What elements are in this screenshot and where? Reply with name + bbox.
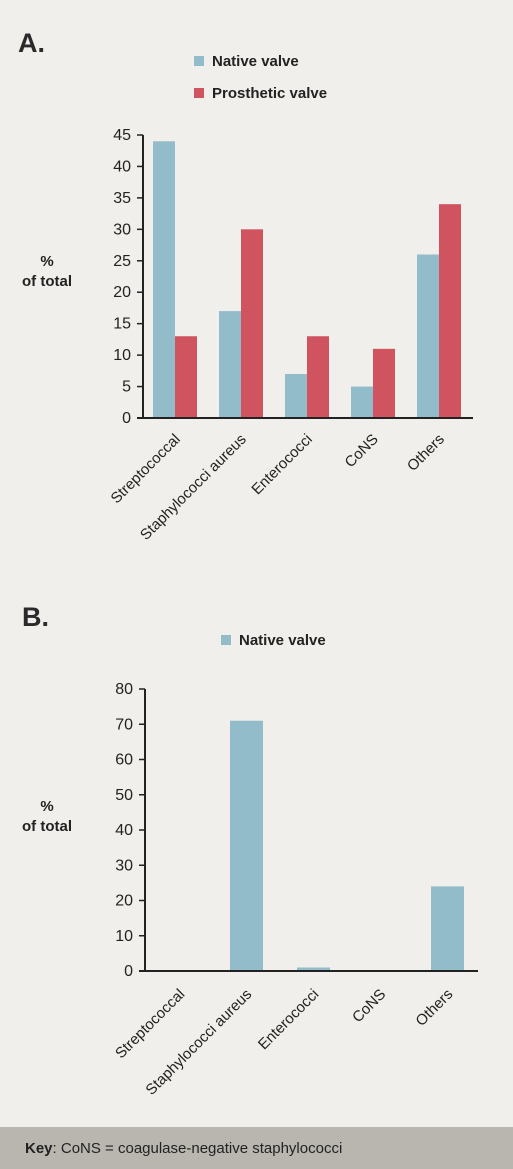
y-axis-label-b-line1: % — [40, 798, 54, 815]
y-tick-label: 60 — [115, 752, 133, 769]
legend-swatch-prosthetic — [194, 88, 204, 98]
legend-swatch-native — [194, 56, 204, 66]
y-axis-label-a-line1: % — [40, 253, 54, 270]
legend-label-native-b: Native valve — [239, 631, 326, 649]
bar-staphylococci-aureus-native — [219, 311, 241, 418]
legend-a: Native valve Prosthetic valve — [194, 52, 327, 116]
x-tick-label: CoNS — [349, 986, 389, 1026]
bar-cons-prosthetic — [373, 348, 395, 418]
x-tick-label: Streptococcal — [112, 986, 188, 1062]
key-text: : CoNS = coagulase-negative staphylococc… — [52, 1139, 343, 1157]
y-tick-label: 40 — [113, 158, 131, 175]
y-tick-label: 80 — [115, 681, 133, 698]
bar-cons-native — [351, 386, 373, 418]
y-axis-label-a-line2: of total — [22, 273, 72, 290]
x-tick-label: Enterococci — [248, 431, 315, 498]
key-label: Key — [25, 1139, 53, 1157]
legend-swatch-native-b — [221, 635, 231, 645]
y-tick-label: 40 — [115, 822, 133, 839]
x-tick-label: Others — [412, 986, 456, 1030]
chart-panel-b: B. Native valve % of total 0 10 20 30 40 50 60… — [0, 590, 513, 1110]
y-tick-label: 10 — [113, 347, 131, 364]
bar-streptococcal-native — [153, 141, 175, 419]
bar-streptococcal-prosthetic — [175, 336, 197, 418]
legend-b: Native valve — [221, 631, 326, 663]
bar-enterococci-prosthetic — [307, 336, 329, 418]
y-tick-label: 30 — [115, 857, 133, 874]
panel-label-b: B. — [22, 602, 49, 632]
y-tick-label: 30 — [113, 221, 131, 238]
y-axis-label-b-line2: of total — [22, 818, 72, 835]
panel-label-a: A. — [18, 28, 45, 58]
chart-panel-a: A. Native valve Prosthetic valve % of to… — [0, 0, 513, 570]
y-tick-label: 20 — [115, 893, 133, 910]
bar-others-native — [417, 254, 439, 418]
y-tick-label: 10 — [115, 928, 133, 945]
y-tick-label: 15 — [113, 316, 131, 333]
x-tick-label: Others — [404, 431, 448, 475]
x-tick-label: Enterococci — [255, 986, 322, 1053]
key-footer: Key : CoNS = coagulase-negative staphylo… — [0, 1127, 513, 1169]
y-tick-label: 70 — [115, 716, 133, 733]
y-axis-label-a: % of total — [7, 252, 87, 292]
y-tick-label: 50 — [115, 787, 133, 804]
bar-others-prosthetic — [439, 204, 461, 418]
y-axis-label-b: % of total — [7, 797, 87, 837]
y-tick-label: 20 — [113, 284, 131, 301]
legend-item-native: Native valve — [194, 52, 327, 70]
x-tick-label: CoNS — [342, 431, 382, 471]
y-tick-label: 0 — [124, 963, 133, 980]
legend-label-prosthetic: Prosthetic valve — [212, 84, 328, 102]
bar-staphylococci-aureus-prosthetic — [241, 229, 263, 418]
legend-item-prosthetic: Prosthetic valve — [194, 84, 327, 102]
y-tick-label: 0 — [122, 410, 131, 427]
y-tick-label: 35 — [113, 190, 131, 207]
bar-others-native — [431, 886, 464, 971]
bar-chart-a: 051015202530354045StreptococcalStaphyloc… — [108, 127, 473, 544]
y-tick-label: 25 — [113, 253, 131, 270]
y-tick-label: 5 — [122, 379, 131, 396]
bar-staphylococci-aureus-native — [230, 720, 263, 971]
legend-item-native-b: Native valve — [221, 631, 326, 649]
bar-enterococci-native — [285, 373, 307, 418]
bar-enterococci-native — [297, 967, 330, 971]
legend-label-native: Native valve — [212, 52, 299, 70]
bar-chart-b: 01020304050607080StreptococcalStaphyloco… — [112, 681, 478, 1099]
y-tick-label: 45 — [113, 127, 131, 144]
